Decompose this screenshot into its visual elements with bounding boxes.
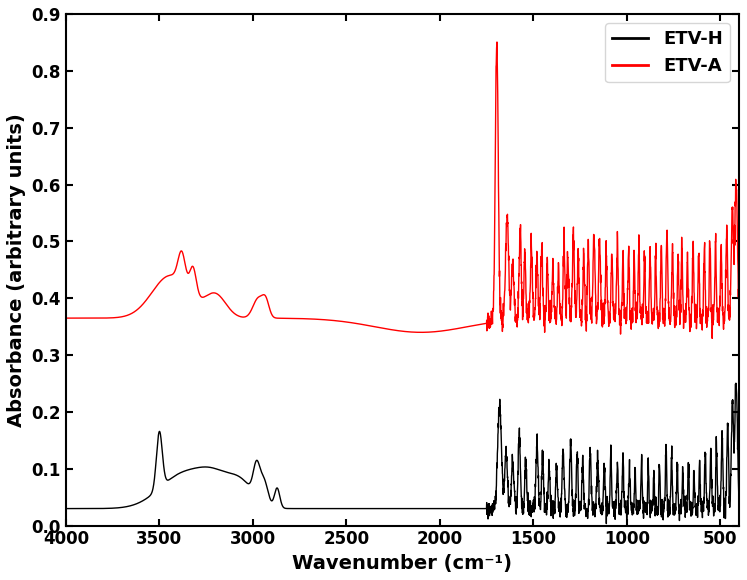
ETV-H — [143, 495, 152, 502]
ETV-H — [731, 380, 740, 387]
ETV-A — [141, 297, 150, 304]
ETV-H — [602, 520, 611, 527]
ETV-A — [707, 335, 716, 342]
ETV-H — [61, 505, 70, 512]
Line: ETV-H: ETV-H — [66, 383, 739, 524]
ETV-H — [141, 495, 150, 502]
ETV-H — [270, 489, 279, 496]
ETV-A — [527, 246, 536, 253]
Line: ETV-A: ETV-A — [66, 42, 739, 338]
ETV-H — [581, 506, 590, 513]
ETV-A — [492, 38, 501, 45]
ETV-A — [104, 314, 113, 321]
ETV-A — [143, 296, 152, 303]
ETV-H — [734, 495, 743, 502]
X-axis label: Wavenumber (cm⁻¹): Wavenumber (cm⁻¹) — [292, 554, 512, 573]
ETV-A — [270, 314, 279, 321]
ETV-A — [61, 314, 70, 321]
Y-axis label: Absorbance (arbitrary units): Absorbance (arbitrary units) — [7, 113, 26, 427]
ETV-A — [734, 306, 743, 313]
Legend: ETV-H, ETV-A: ETV-H, ETV-A — [605, 23, 730, 82]
ETV-H — [104, 505, 113, 512]
ETV-H — [527, 504, 536, 511]
ETV-A — [581, 303, 590, 310]
